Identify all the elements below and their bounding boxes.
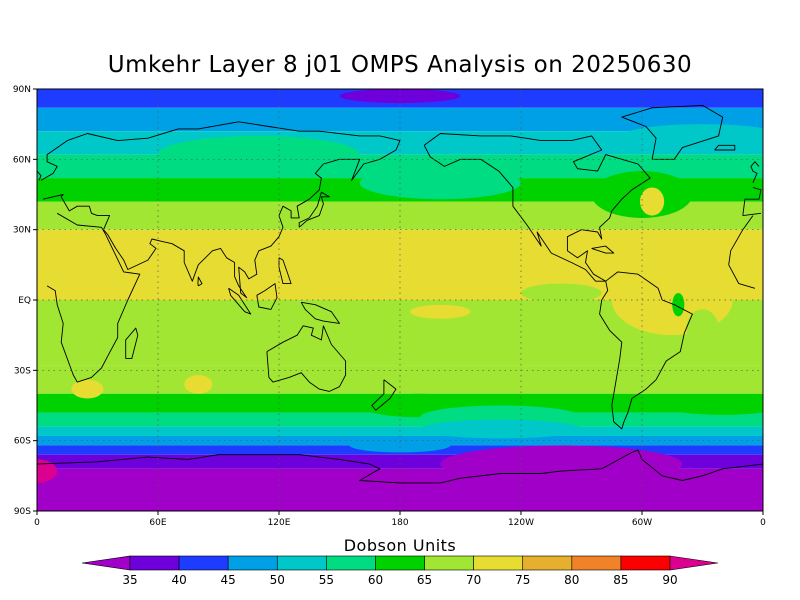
y-tick-label: 90N — [13, 85, 31, 95]
colorbar-swatch — [227, 555, 278, 571]
ozone-cell — [521, 283, 602, 303]
colorbar-label: 65 — [417, 573, 432, 587]
colorbar-label: 70 — [466, 573, 481, 587]
coastline — [300, 301, 340, 324]
x-tick-label: 60W — [632, 518, 652, 528]
coastline — [278, 257, 292, 285]
ozone-cell — [184, 375, 213, 394]
ozone-cell — [662, 396, 763, 415]
y-tick-label: 30S — [14, 366, 31, 376]
colorbar-swatch — [620, 555, 671, 571]
coastline — [37, 161, 760, 183]
colorbar-label: 55 — [319, 573, 334, 587]
map-title: Umkehr Layer 8 j01 OMPS Analysis on 2025… — [107, 52, 693, 78]
y-tick-label: EQ — [18, 296, 31, 306]
y-tick-label: 30N — [13, 226, 31, 236]
x-tick-label: 0 — [760, 518, 766, 528]
ozone-cell — [359, 166, 521, 200]
ozone-cell — [158, 135, 360, 174]
colorbar-label: 80 — [564, 573, 579, 587]
ozone-cell — [71, 379, 104, 399]
coastline — [298, 191, 330, 228]
ozone-cell — [420, 419, 582, 439]
coastline — [621, 104, 724, 160]
coastline — [197, 276, 203, 287]
coastline — [40, 121, 762, 299]
colorbar-label: 50 — [270, 573, 285, 587]
ozone-cell — [339, 89, 461, 104]
colorbar-swatch — [326, 555, 376, 571]
x-tick-label: 0 — [34, 518, 40, 528]
y-tick-label: 90S — [14, 507, 31, 517]
colorbar-swatch — [178, 555, 229, 571]
colorbar-label: 60 — [368, 573, 383, 587]
colorbar-label: 40 — [171, 573, 186, 587]
coastline — [591, 245, 615, 254]
colorbar-label: 75 — [515, 573, 530, 587]
coastline — [228, 287, 252, 315]
ozone-cell — [621, 124, 763, 148]
coastline — [371, 379, 397, 411]
colorbar-label: 90 — [662, 573, 677, 587]
coastline — [714, 144, 736, 151]
colorbar-swatch — [375, 555, 425, 571]
colorbar-swatch — [276, 555, 327, 571]
x-tick-label: 120W — [508, 518, 534, 528]
coastline — [125, 327, 139, 360]
colorbar-label: 35 — [122, 573, 137, 587]
coastline — [266, 325, 347, 392]
ozone-cell — [410, 304, 471, 319]
coastlines — [37, 104, 763, 484]
ozone-cell — [686, 309, 719, 347]
coastline — [423, 133, 651, 282]
colorbar-swatch — [424, 555, 474, 571]
y-tick-label: 60S — [14, 437, 31, 447]
coastline — [46, 212, 756, 383]
colorbar-label: 45 — [221, 573, 236, 587]
coastline — [37, 449, 763, 484]
ozone-cell — [349, 438, 451, 453]
ozone-cell — [450, 461, 572, 476]
colorbar-swatch — [473, 555, 524, 571]
colorbar-swatch — [129, 555, 180, 571]
ozone-cell — [37, 459, 58, 483]
ozone-cell — [639, 187, 665, 216]
colorbar-swatch — [571, 555, 622, 571]
colorbar-title: Dobson Units — [343, 536, 457, 555]
coastline — [599, 271, 693, 430]
x-axis: 0 60E 120E 180 120W 60W 0 — [34, 511, 766, 528]
colorbar-low-arrow — [81, 555, 131, 571]
coastline — [256, 283, 278, 310]
x-tick-label: 120E — [268, 518, 291, 528]
y-axis: 90N 60N 30N EQ 30S 60S 90S — [13, 85, 37, 517]
colorbar: 35 40 45 50 55 60 65 70 75 80 85 90 — [81, 555, 719, 587]
x-tick-label: 60E — [149, 518, 166, 528]
gridlines — [37, 89, 763, 511]
colorbar-high-arrow — [669, 555, 719, 571]
x-tick-label: 180 — [391, 518, 408, 528]
colorbar-label: 85 — [613, 573, 628, 587]
ozone-cell — [672, 292, 685, 317]
colorbar-swatch — [522, 555, 573, 571]
y-tick-label: 60N — [13, 155, 31, 165]
